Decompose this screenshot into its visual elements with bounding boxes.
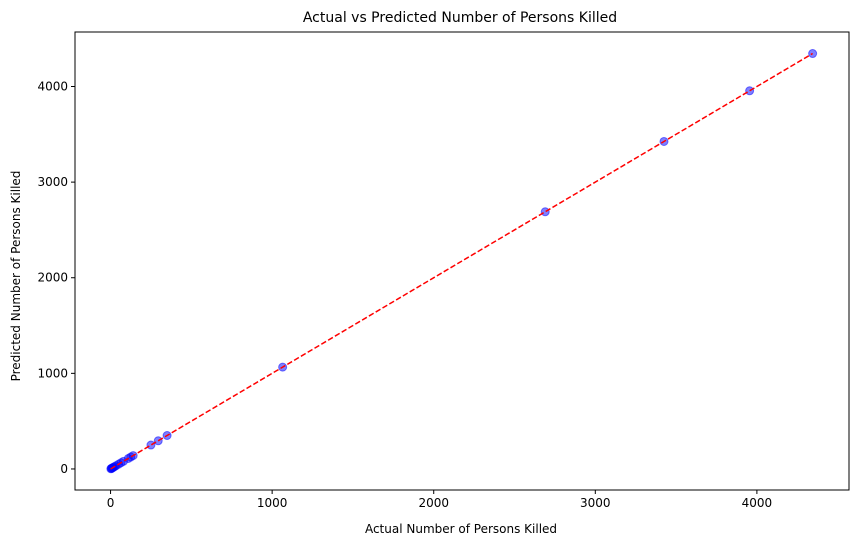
scatter-point [745, 86, 755, 96]
x-tick-label: 0 [107, 496, 115, 510]
y-axis-label: Predicted Number of Persons Killed [9, 171, 23, 382]
x-tick-label: 2000 [418, 496, 449, 510]
x-tick-label: 4000 [742, 496, 773, 510]
y-tick-label: 3000 [37, 175, 68, 189]
x-tick-label: 3000 [580, 496, 611, 510]
plot-area: 0 1000 2000 3000 4000 0 1000 2000 3000 4000 [37, 31, 850, 510]
scatter-point [540, 207, 550, 217]
x-tick-label: 1000 [257, 496, 288, 510]
scatter-point [808, 49, 818, 59]
y-tick-label: 2000 [37, 271, 68, 285]
axes-frame [74, 31, 850, 491]
y-tick-label: 0 [60, 462, 68, 476]
x-axis-ticks: 0 1000 2000 3000 4000 [107, 490, 772, 510]
x-axis-label: Actual Number of Persons Killed [365, 522, 557, 536]
y-axis-ticks: 0 1000 2000 3000 4000 [37, 80, 75, 476]
reference-line [110, 52, 814, 470]
y-tick-label: 1000 [37, 366, 68, 380]
scatter-points [106, 49, 818, 474]
chart-title: Actual vs Predicted Number of Persons Ki… [303, 10, 617, 26]
scatter-point [146, 440, 156, 450]
y-tick-label: 4000 [37, 80, 68, 94]
